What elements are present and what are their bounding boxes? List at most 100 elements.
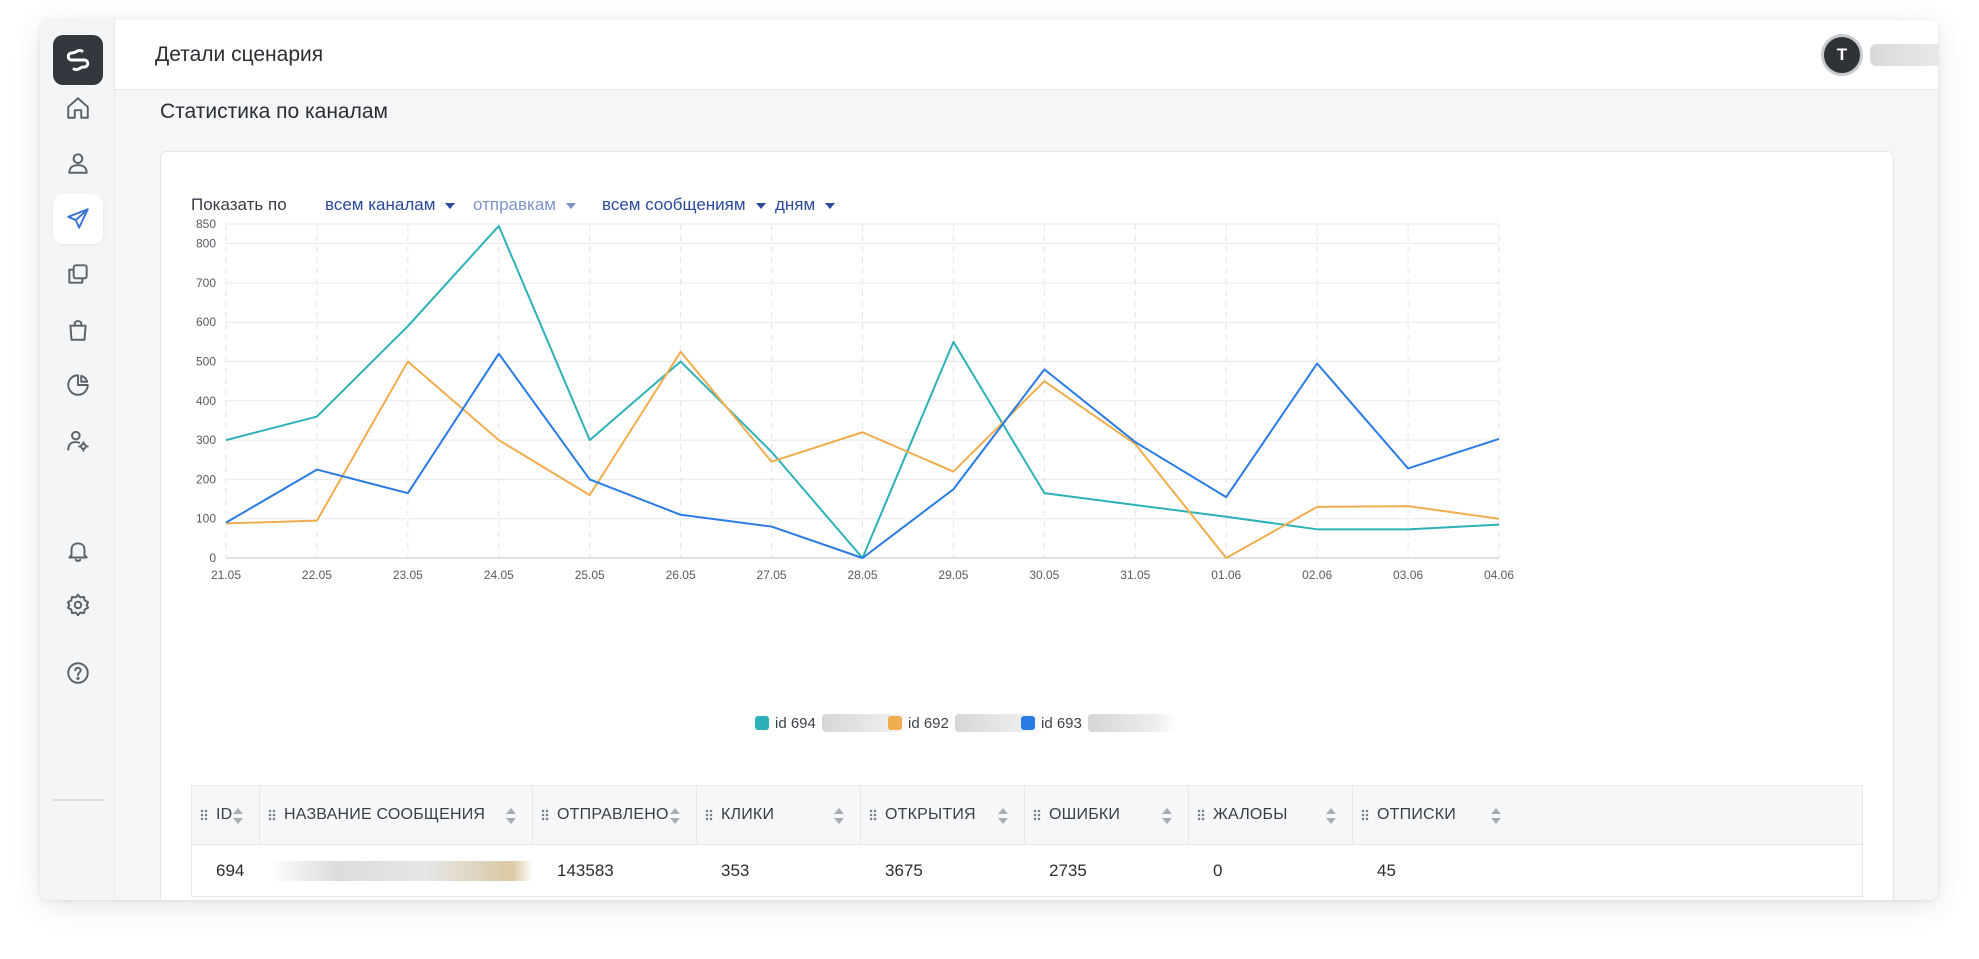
y-tick-label: 400	[196, 394, 216, 408]
x-tick-label: 26.05	[666, 568, 696, 582]
y-tick-label: 0	[209, 551, 216, 565]
cell-clicks: 353	[721, 860, 750, 880]
column-header-label: ОТПИСКИ	[1377, 806, 1456, 823]
sort-icon[interactable]	[670, 808, 680, 824]
chart-legend: id 694 id 692 id 693	[161, 714, 1893, 734]
y-tick-label: 800	[196, 237, 216, 251]
line-chart: 0 100 200 300 400 500 600 700 800 850 21.05 22.05 23…	[196, 217, 1514, 582]
column-header[interactable]: ОТКРЫТИЯ	[861, 786, 1025, 844]
user-icon	[68, 153, 88, 174]
drag-handle-icon[interactable]	[1361, 809, 1369, 821]
sidebar-item-campaigns[interactable]	[53, 194, 103, 244]
messages-dropdown[interactable]: всем сообщениям	[602, 195, 766, 215]
metric-dropdown[interactable]: отправкам	[473, 195, 576, 215]
column-header[interactable]: ОШИБКИ	[1025, 786, 1189, 844]
sidebar-item-templates[interactable]	[53, 249, 103, 299]
period-dropdown-label: дням	[775, 195, 816, 214]
x-tick-label: 24.05	[484, 568, 514, 582]
drag-handle-icon[interactable]	[705, 809, 713, 821]
stats-table: ID НАЗВАНИЕ СООБЩЕНИЯ ОТПРАВЛЕНО КЛИКИ ОТКРЫ…	[191, 785, 1863, 897]
sort-icon[interactable]	[1162, 808, 1172, 824]
top-header: Детали сценария T	[115, 20, 1938, 90]
legend-swatch	[1021, 716, 1035, 730]
column-header-label: ЖАЛОБЫ	[1213, 806, 1288, 823]
table-header: ID НАЗВАНИЕ СООБЩЕНИЯ ОТПРАВЛЕНО КЛИКИ ОТКРЫ…	[191, 785, 1863, 845]
x-tick-label: 03.06	[1393, 568, 1423, 582]
sort-icon[interactable]	[233, 808, 243, 824]
x-tick-label: 25.05	[575, 568, 605, 582]
bag-icon	[69, 320, 87, 341]
drag-handle-icon[interactable]	[869, 809, 877, 821]
channel-dropdown[interactable]: всем каналам	[325, 195, 456, 215]
legend-label: id 693	[1041, 714, 1082, 732]
sidebar	[40, 20, 115, 900]
logo-icon	[66, 48, 90, 72]
sort-icon[interactable]	[506, 808, 516, 824]
drag-handle-icon[interactable]	[200, 809, 208, 821]
cell-message-name	[260, 845, 533, 896]
channel-dropdown-label: всем каналам	[325, 195, 436, 214]
messages-dropdown-label: всем сообщениям	[602, 195, 746, 214]
column-header-label: ОШИБКИ	[1049, 806, 1121, 823]
sidebar-item-shop[interactable]	[53, 305, 103, 355]
column-header[interactable]: ЖАЛОБЫ	[1189, 786, 1353, 844]
column-header[interactable]: ID	[192, 786, 260, 844]
caret-down-icon	[755, 202, 766, 209]
column-header[interactable]: НАЗВАНИЕ СООБЩЕНИЯ	[260, 786, 533, 844]
copy-icon	[68, 264, 88, 284]
table-body: 694 143583 353 3675 2735 0 45	[191, 845, 1863, 897]
sidebar-item-user-settings[interactable]	[53, 416, 103, 466]
column-header-label: НАЗВАНИЕ СООБЩЕНИЯ	[284, 806, 486, 823]
column-header-label: ОТКРЫТИЯ	[885, 806, 976, 823]
series-line-id-693	[225, 352, 1500, 559]
sidebar-item-contacts[interactable]	[53, 138, 103, 188]
column-header[interactable]: ОТПРАВЛЕНО	[533, 786, 697, 844]
send-icon	[67, 208, 89, 229]
y-tick-label: 100	[196, 512, 216, 526]
x-tick-label: 29.05	[938, 568, 968, 582]
drag-handle-icon[interactable]	[1197, 809, 1205, 821]
sidebar-item-home[interactable]	[53, 83, 103, 133]
column-header[interactable]: КЛИКИ	[697, 786, 861, 844]
sort-icon[interactable]	[1326, 808, 1336, 824]
x-tick-label: 30.05	[1029, 568, 1059, 582]
drag-handle-icon[interactable]	[1033, 809, 1041, 821]
sort-icon[interactable]	[834, 808, 844, 824]
column-header[interactable]: ОТПИСКИ	[1353, 786, 1517, 844]
user-name-redacted	[1870, 44, 1938, 66]
stats-card: Показать по всем каналам отправкам всем …	[160, 151, 1894, 900]
x-tick-label: 01.06	[1211, 568, 1241, 582]
sidebar-item-analytics[interactable]	[53, 360, 103, 410]
y-tick-label: 200	[196, 472, 216, 486]
sort-icon[interactable]	[998, 808, 1008, 824]
question-icon	[67, 662, 89, 684]
legend-label: id 694	[775, 714, 816, 732]
page-title: Детали сценария	[155, 43, 324, 66]
app-window: Детали сценария T Статистика по каналам …	[40, 20, 1938, 900]
legend-item[interactable]: id 693	[1021, 714, 1178, 732]
cell-sent: 143583	[557, 860, 614, 880]
sidebar-item-settings[interactable]	[53, 580, 103, 630]
drag-handle-icon[interactable]	[541, 809, 549, 821]
avatar[interactable]: T	[1821, 34, 1863, 76]
x-tick-label: 22.05	[302, 568, 332, 582]
caret-down-icon	[565, 202, 576, 209]
cell-unsubscribes: 45	[1377, 860, 1396, 880]
logo[interactable]	[53, 35, 103, 85]
table-row[interactable]: 694 143583 353 3675 2735 0 45	[191, 845, 1863, 897]
metric-dropdown-label: отправкам	[473, 195, 556, 214]
sidebar-item-help[interactable]	[53, 648, 103, 698]
column-header-label: ID	[216, 806, 233, 823]
x-tick-label: 02.06	[1302, 568, 1332, 582]
message-name-redacted	[270, 860, 533, 881]
caret-down-icon	[445, 202, 456, 209]
user-gear-icon	[67, 430, 89, 452]
y-tick-label: 850	[196, 217, 216, 231]
home-icon	[67, 97, 89, 119]
period-dropdown[interactable]: дням	[775, 195, 836, 215]
sidebar-item-notifications[interactable]	[53, 526, 103, 576]
drag-handle-icon[interactable]	[268, 809, 276, 821]
y-tick-label: 600	[196, 315, 216, 329]
sort-icon[interactable]	[1491, 808, 1501, 824]
x-tick-label: 21.05	[211, 568, 241, 582]
